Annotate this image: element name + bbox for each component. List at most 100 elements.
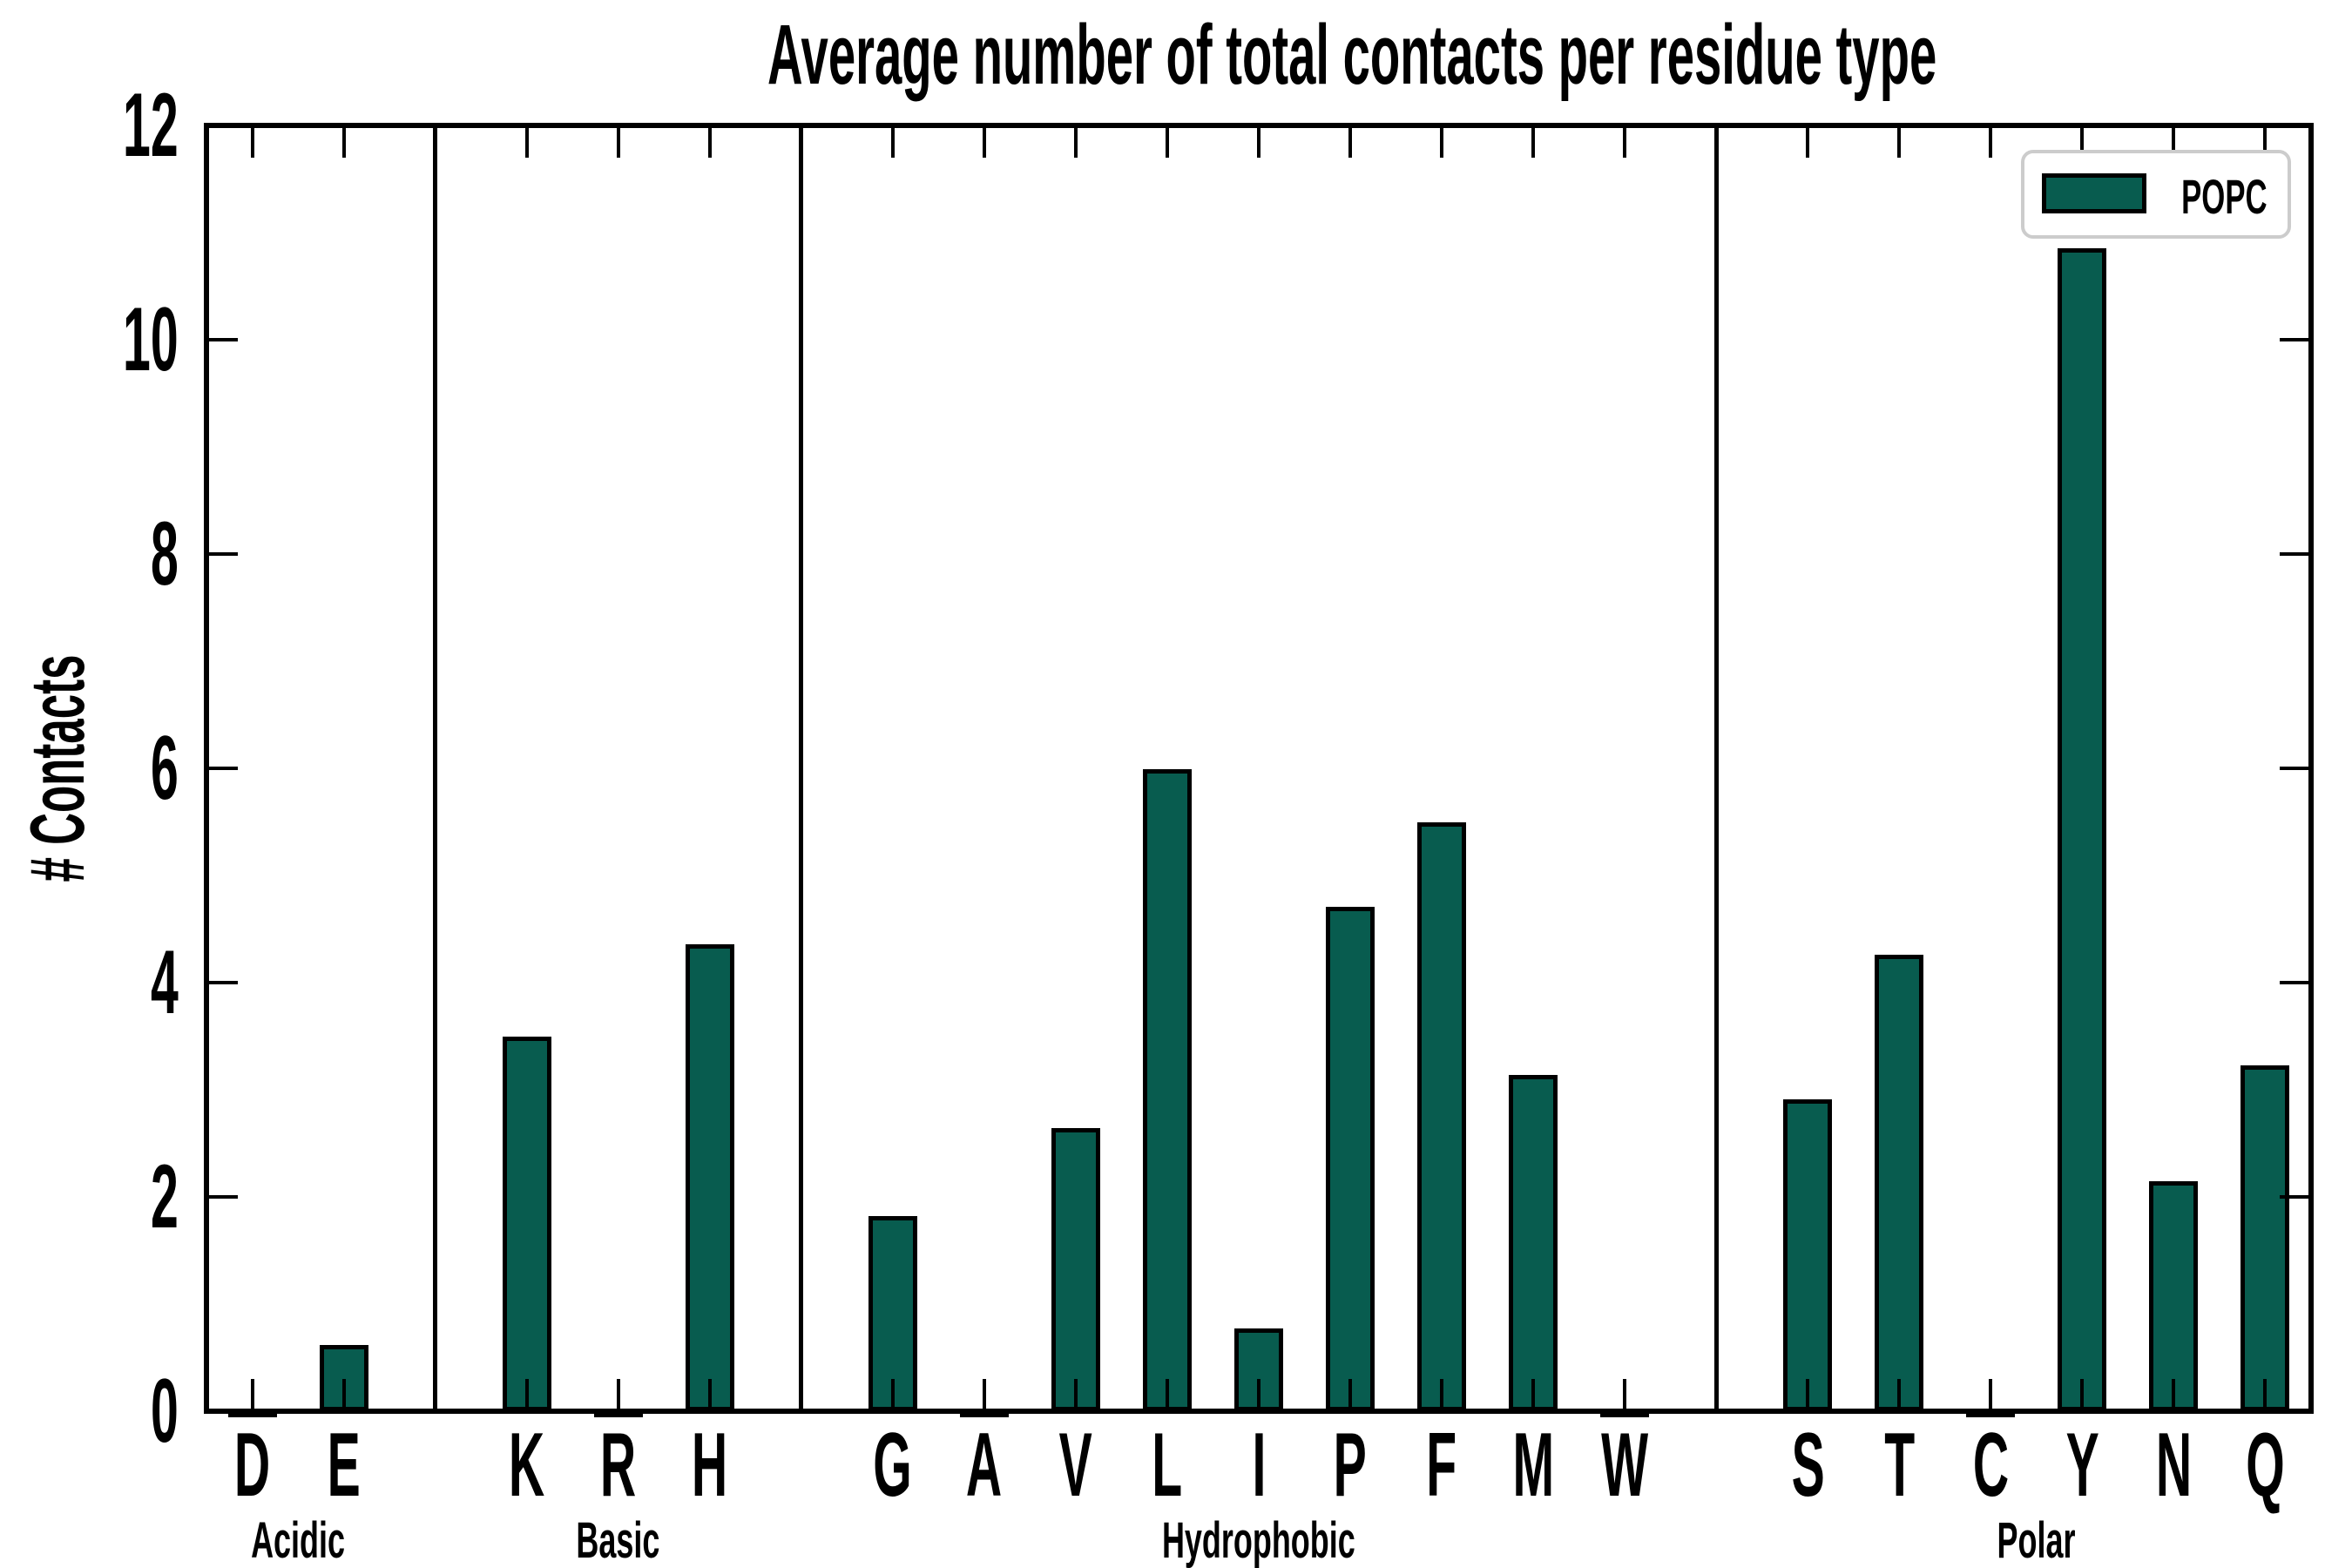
group-divider-0 [433,125,438,1411]
y-tick-label-4: 4 [151,932,179,1033]
bar-Q [2240,1064,2290,1411]
y-tick-left-6 [209,767,238,770]
x-tick-label-R: R [600,1415,637,1516]
legend-label: POPC [2181,169,2268,224]
x-tick-top-M [1531,127,1536,158]
x-tick-bottom-C [1989,1379,1993,1409]
x-tick-top-Q [2263,127,2268,158]
x-tick-bottom-G [890,1379,895,1409]
group-divider-2 [1713,125,1719,1411]
x-tick-label-Y: Y [2065,1415,2099,1516]
y-tick-left-2 [209,1195,238,1199]
x-tick-top-V [1073,127,1078,158]
x-tick-bottom-I [1257,1379,1260,1409]
x-tick-top-S [1806,127,1810,158]
x-tick-top-C [1989,127,1993,158]
bar-M [1509,1074,1558,1411]
y-tick-right-4 [2280,981,2308,984]
x-tick-bottom-H [707,1379,712,1409]
x-tick-label-C: C [1972,1415,2009,1516]
y-tick-left-10 [209,338,238,341]
x-tick-label-N: N [2155,1415,2193,1516]
x-tick-label-F: F [1426,1415,1457,1516]
bar-W [1600,1409,1650,1417]
x-tick-label-W: W [1601,1415,1649,1516]
x-tick-label-G: G [873,1415,913,1516]
bar-S [1783,1099,1833,1411]
y-tick-label-0: 0 [151,1361,179,1462]
x-tick-bottom-E [341,1379,346,1409]
axis-spine-top [204,123,2314,128]
x-tick-bottom-M [1531,1379,1536,1409]
x-tick-label-Q: Q [2246,1415,2285,1516]
y-tick-right-8 [2280,552,2308,556]
x-tick-label-L: L [1152,1415,1183,1516]
x-tick-top-E [341,127,346,158]
x-tick-top-K [524,127,529,158]
x-tick-top-T [1897,127,1902,158]
bar-D [227,1409,277,1417]
bar-L [1142,769,1192,1411]
x-tick-top-G [890,127,895,158]
bar-V [1051,1128,1100,1411]
y-tick-label-6: 6 [151,718,179,819]
bar-F [1417,821,1467,1411]
x-tick-top-F [1440,127,1444,158]
bar-T [1875,955,1924,1411]
x-tick-top-A [982,127,986,158]
axis-spine-left [204,123,209,1414]
legend-swatch-popc [2042,173,2146,213]
y-tick-left-12 [209,124,238,127]
y-tick-label-10: 10 [123,289,179,390]
x-tick-bottom-Q [2263,1379,2268,1409]
y-tick-label-12: 12 [123,75,179,176]
bar-G [868,1216,917,1411]
x-tick-bottom-N [2172,1379,2176,1409]
x-tick-label-A: A [966,1415,1003,1516]
group-label-polar: Polar [1997,1512,2076,1568]
x-tick-bottom-A [982,1379,986,1409]
x-tick-top-H [707,127,712,158]
bar-R [593,1409,643,1417]
y-tick-label-2: 2 [151,1146,179,1247]
x-tick-top-D [250,127,254,158]
x-tick-label-P: P [1333,1415,1368,1516]
x-tick-top-W [1623,127,1627,158]
x-tick-bottom-W [1623,1379,1627,1409]
x-tick-label-I: I [1252,1415,1266,1516]
x-tick-label-T: T [1883,1415,1915,1516]
bar-A [959,1409,1009,1417]
x-tick-bottom-R [616,1379,620,1409]
y-tick-left-8 [209,552,238,556]
group-label-acidic: Acidic [251,1512,345,1568]
x-tick-label-D: D [233,1415,271,1516]
x-tick-top-L [1165,127,1169,158]
x-tick-bottom-Y [2080,1379,2085,1409]
x-tick-top-Y [2080,127,2085,158]
group-label-basic: Basic [576,1512,660,1568]
group-label-hydrophobic: Hydrophobic [1162,1512,1355,1568]
x-tick-label-E: E [327,1415,361,1516]
y-tick-right-12 [2280,124,2308,127]
legend: POPC [2021,150,2291,239]
x-tick-label-M: M [1512,1415,1554,1516]
x-tick-bottom-K [524,1379,529,1409]
x-tick-top-I [1257,127,1260,158]
y-tick-right-0 [2280,1409,2308,1413]
bar-K [502,1036,551,1411]
bar-P [1326,906,1375,1411]
group-divider-1 [799,125,804,1411]
x-tick-bottom-D [250,1379,254,1409]
x-tick-label-K: K [508,1415,545,1516]
x-tick-label-V: V [1058,1415,1092,1516]
x-tick-bottom-L [1165,1379,1169,1409]
y-tick-right-6 [2280,767,2308,770]
bar-H [685,943,734,1411]
x-tick-top-R [616,127,620,158]
x-tick-bottom-S [1806,1379,1810,1409]
x-tick-bottom-T [1897,1379,1902,1409]
y-tick-left-0 [209,1409,238,1413]
y-tick-right-10 [2280,338,2308,341]
x-tick-label-S: S [1791,1415,1825,1516]
